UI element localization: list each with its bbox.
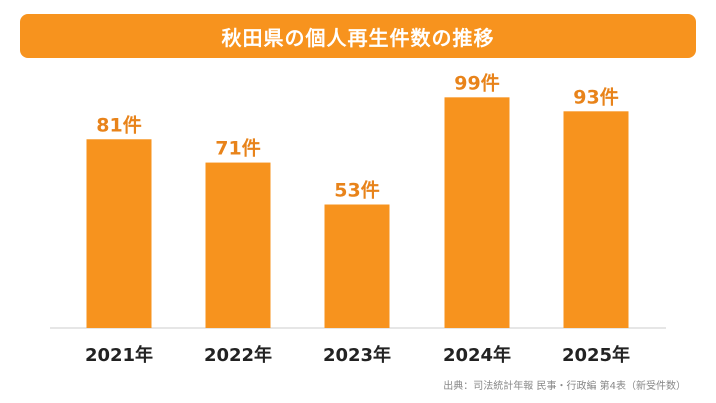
chart-title-banner: 秋田県の個人再生件数の推移 (20, 14, 696, 58)
x-tick-label: 2024年 (443, 344, 511, 366)
bar-value-label: 93件 (573, 85, 618, 108)
bar-4 (444, 97, 510, 328)
bar-value-label: 53件 (334, 179, 379, 202)
x-tick-label: 2021年 (85, 344, 153, 366)
source-note: 出典：司法統計年報 民事・行政編 第4表（新受件数） (443, 381, 686, 392)
bar-5 (563, 111, 629, 328)
bar-value-label: 81件 (96, 113, 141, 136)
chart-title: 秋田県の個人再生件数の推移 (221, 25, 495, 50)
x-tick-label: 2025年 (562, 344, 630, 366)
bar-1 (86, 139, 152, 328)
bar-2 (205, 162, 271, 328)
x-tick-label: 2023年 (323, 344, 391, 366)
bar-value-label: 99件 (454, 71, 499, 94)
x-tick-label: 2022年 (204, 344, 272, 366)
bar-value-label: 71件 (215, 137, 260, 160)
bar-3 (324, 204, 390, 328)
